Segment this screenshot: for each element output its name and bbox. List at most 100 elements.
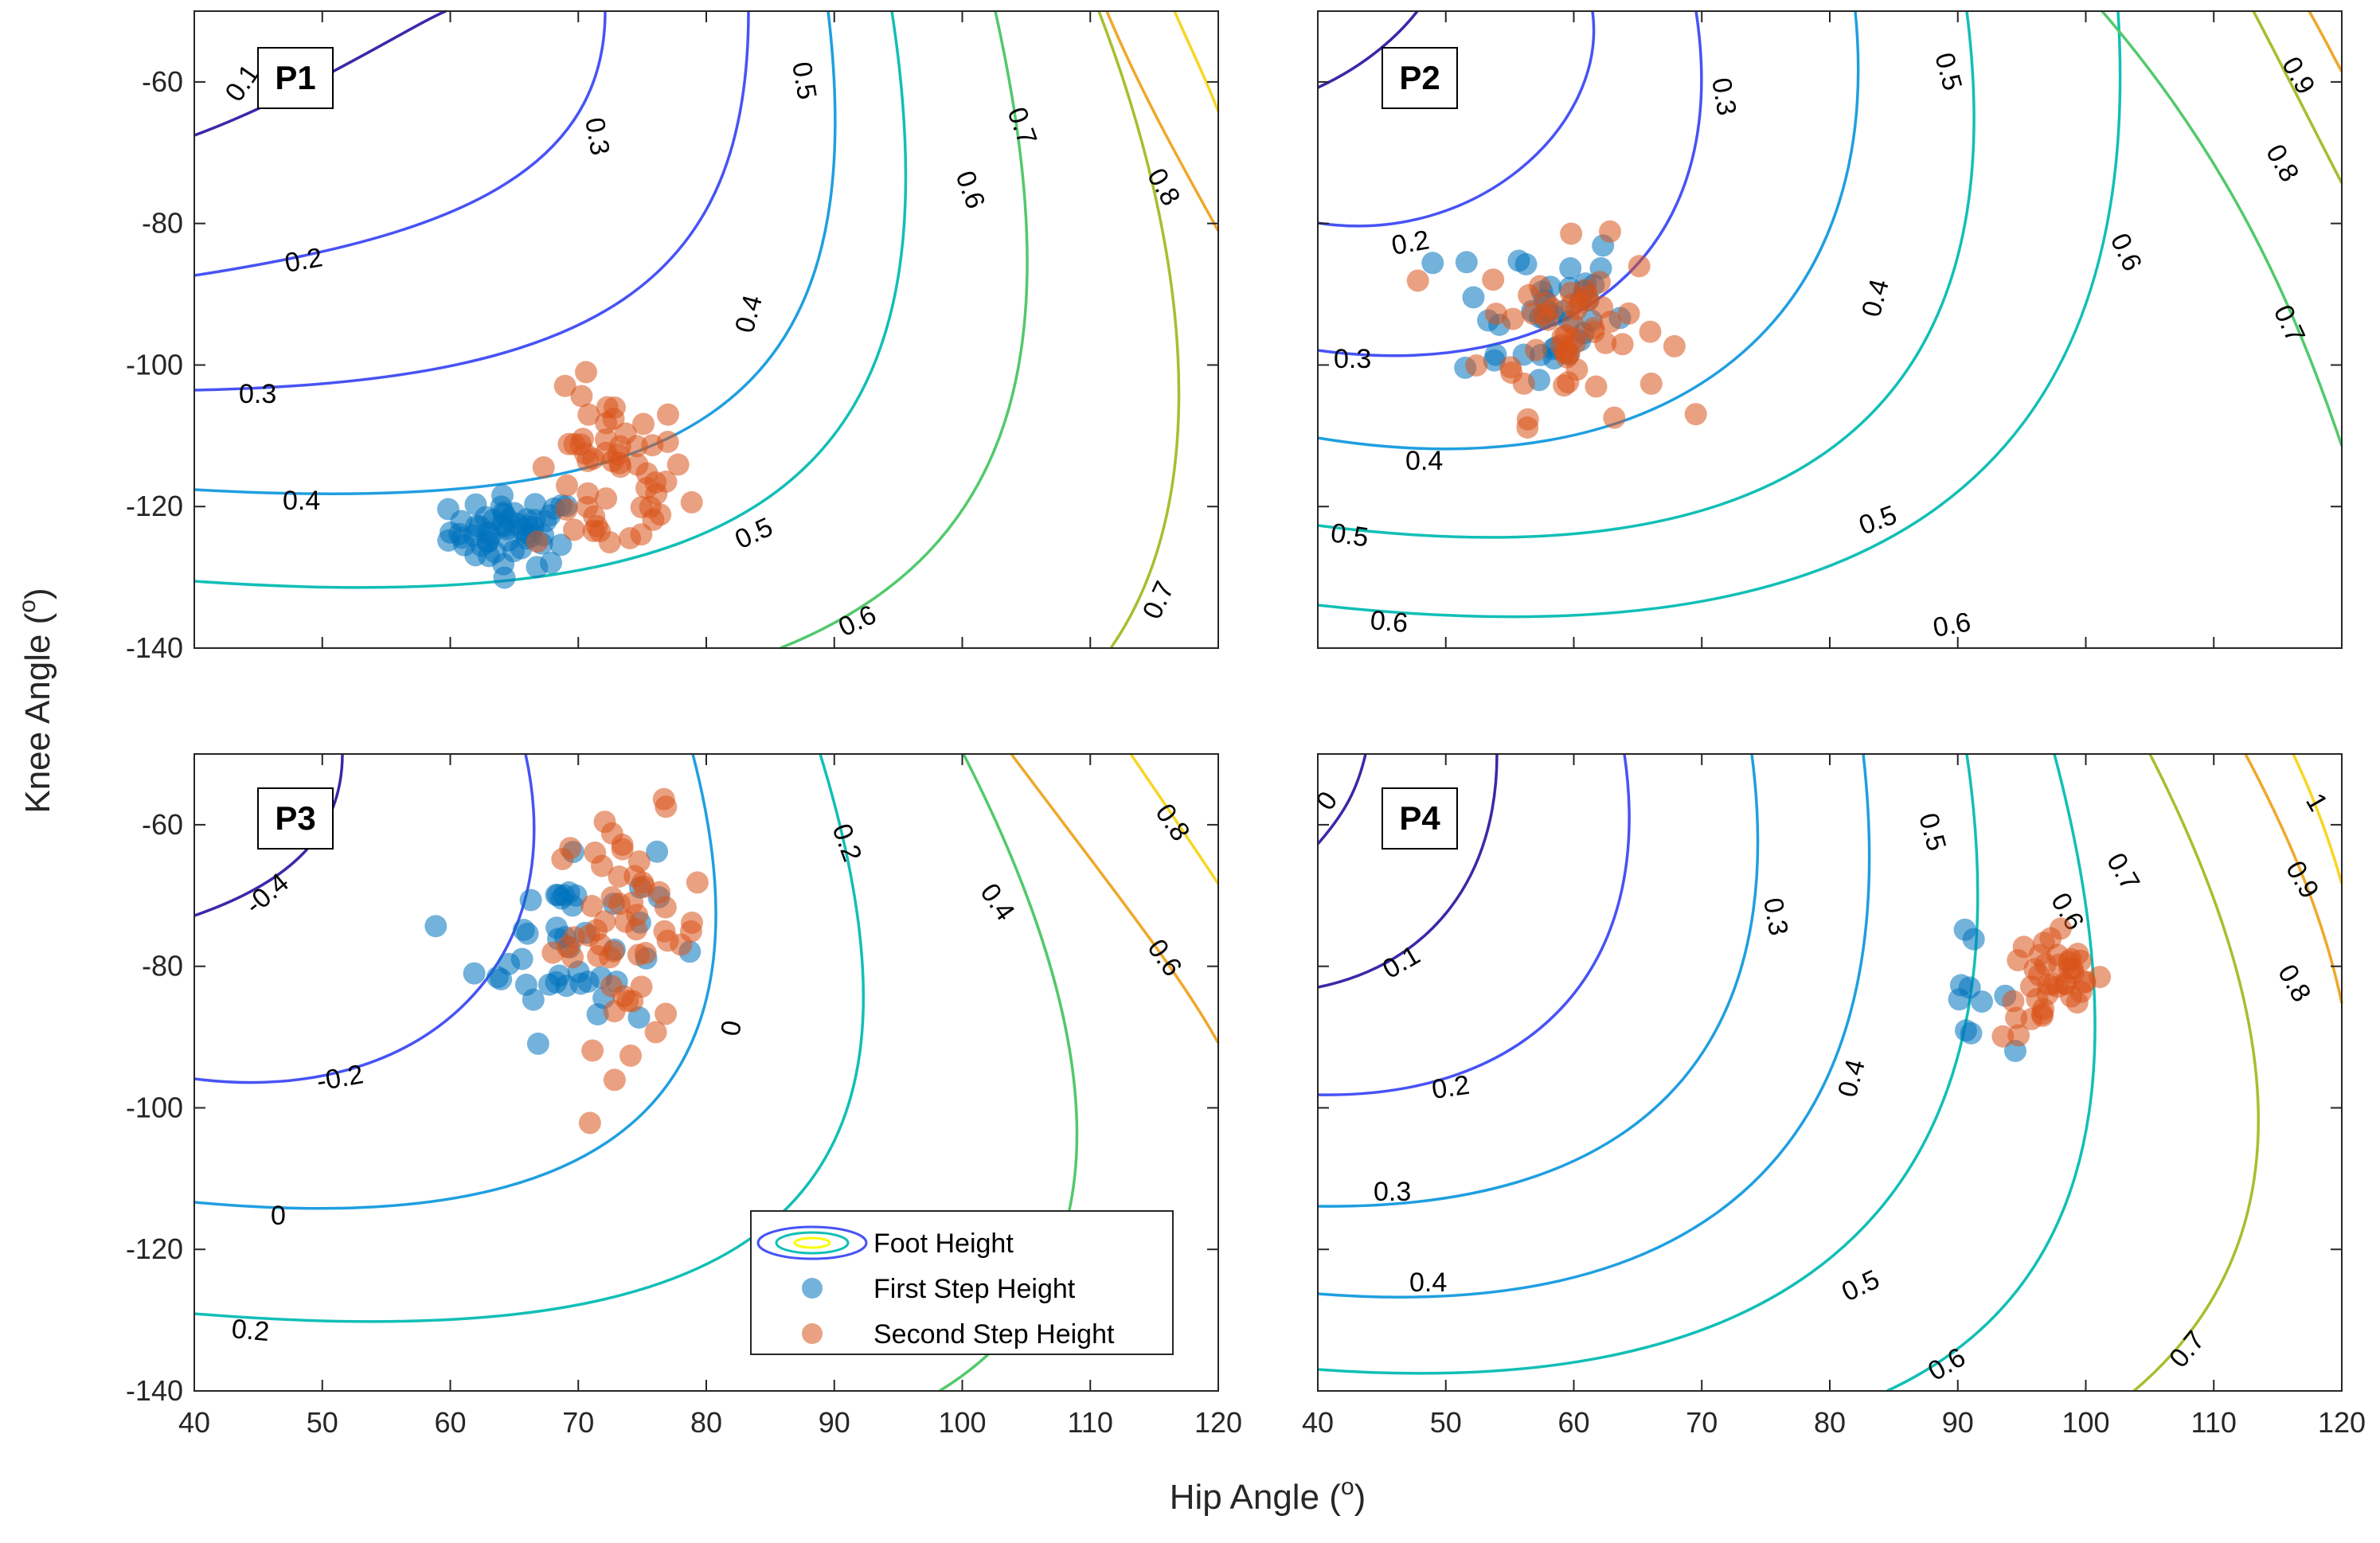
- contour-0.4: [1317, 753, 1871, 1299]
- panel-p2: 0.2 0.3 0.3 0.4 0.4 0.5 0.5 0.5 0.6 0.6 …: [1317, 10, 2343, 649]
- contour-0.6: [1886, 753, 2097, 1393]
- second-step-point: [556, 474, 578, 497]
- second-step-point: [681, 911, 703, 934]
- axis-ticks: -140 -120 -100 -80 -60: [126, 11, 1219, 664]
- y-tick-label: -60: [142, 808, 183, 841]
- contour-label: 0.5: [1329, 518, 1370, 553]
- second-step-point: [1482, 268, 1505, 291]
- contour-m0.4: [193, 753, 344, 917]
- second-step-dot-icon: [802, 1323, 823, 1344]
- second-step-point: [570, 385, 593, 408]
- scatter-points: [1948, 917, 2112, 1062]
- y-axis-title: Knee Angle (o): [14, 588, 57, 813]
- panel-p4: 0 0.1 0.2 0.3 0.3 0.4 0.4 0.5 0.5 0.6 0.…: [1302, 753, 2366, 1439]
- contour-0.8: [2252, 10, 2343, 184]
- second-step-point: [614, 422, 637, 445]
- second-step-point: [627, 850, 651, 873]
- first-step-point: [526, 1032, 549, 1055]
- first-step-point: [516, 922, 539, 945]
- second-step-point: [1500, 361, 1523, 385]
- first-step-point: [1962, 928, 1985, 951]
- second-step-point: [2065, 991, 2089, 1014]
- y-tick-label: -140: [126, 1374, 183, 1407]
- second-step-point: [657, 403, 679, 426]
- plot-area: [1318, 11, 2342, 648]
- contour-label: 0.3: [1334, 344, 1371, 374]
- contour-0.1: [193, 10, 447, 137]
- foot-height-icon: [756, 1225, 868, 1260]
- second-step-point: [1991, 1025, 2015, 1048]
- x-tick-label: 60: [434, 1406, 466, 1439]
- second-step-point: [577, 403, 600, 426]
- x-tick-label: 120: [1194, 1406, 1242, 1439]
- second-step-point: [619, 1044, 642, 1067]
- contour-0.5: [1317, 10, 1976, 539]
- second-step-point: [632, 412, 655, 436]
- x-tick-label: 80: [1814, 1406, 1846, 1439]
- y-tick-label: -120: [126, 1232, 183, 1265]
- x-tick-label: 90: [819, 1406, 850, 1439]
- x-tick-label: 100: [2061, 1406, 2109, 1439]
- second-step-point: [556, 936, 579, 959]
- contour-0: [1316, 753, 1367, 846]
- first-step-point: [463, 962, 486, 985]
- second-step-point: [1553, 374, 1576, 397]
- contour-0.9: [2292, 753, 2343, 885]
- contour-lines: [193, 10, 1220, 650]
- second-step-point: [587, 945, 610, 967]
- x-tick-label: 60: [1557, 1406, 1589, 1439]
- second-step-point: [649, 503, 672, 526]
- second-step-point: [1639, 320, 1662, 343]
- y-tick-label: -60: [142, 65, 183, 98]
- second-step-point: [581, 1039, 604, 1062]
- contour-label: 0.3: [1706, 76, 1742, 118]
- x-tick-label: 70: [562, 1406, 594, 1439]
- second-step-point: [1599, 220, 1621, 243]
- panel-title-box: P2: [1381, 47, 1458, 109]
- second-step-point: [621, 891, 644, 914]
- contour-0.8: [1129, 753, 1220, 885]
- panel-title: P2: [1399, 59, 1440, 96]
- y-tick-label: -100: [126, 1091, 183, 1123]
- plot-area: [194, 11, 1218, 648]
- second-step-point: [1603, 406, 1626, 429]
- x-tick-label: 50: [307, 1406, 338, 1439]
- first-step-point: [549, 533, 573, 557]
- second-step-point: [580, 895, 604, 917]
- x-tick-label: 100: [938, 1406, 986, 1439]
- second-step-point: [1576, 284, 1599, 307]
- second-step-point: [595, 428, 617, 451]
- second-step-point: [1525, 338, 1547, 361]
- contour-label: 0.3: [579, 115, 616, 158]
- axis-ticks: 40 50 60 70 80 90 100 110 120: [1302, 754, 2366, 1439]
- contour-0.2: [1317, 10, 1596, 228]
- first-step-point: [453, 533, 476, 557]
- y-tick-label: -100: [126, 348, 183, 381]
- second-step-point: [578, 1111, 601, 1135]
- panel-title: P4: [1399, 799, 1440, 837]
- second-step-point: [595, 487, 618, 510]
- legend: Foot Height First Step Height Second Ste…: [750, 1210, 1174, 1355]
- axis-ticks: [1317, 11, 2343, 649]
- contour-label: 0.6: [1931, 607, 1973, 643]
- first-step-point: [477, 521, 500, 544]
- second-step-point: [1560, 222, 1583, 245]
- second-step-point: [655, 795, 678, 818]
- first-step-point: [491, 484, 514, 507]
- second-step-point: [1502, 307, 1525, 330]
- second-step-point: [1484, 303, 1507, 326]
- y-tick-label: -80: [142, 207, 183, 240]
- contour-0.5: [1317, 753, 1979, 1375]
- panel-title: P3: [275, 799, 315, 837]
- second-step-point: [2007, 949, 2030, 971]
- second-step-point: [2046, 943, 2069, 967]
- first-step-point: [555, 975, 578, 998]
- contour-0.7: [2132, 753, 2260, 1393]
- first-step-point: [524, 493, 547, 516]
- scatter-points: [1406, 220, 1707, 439]
- first-step-point: [490, 967, 513, 990]
- first-step-point: [1949, 974, 1972, 997]
- second-step-point: [588, 520, 612, 543]
- first-step-point: [464, 493, 487, 516]
- second-step-point: [1628, 255, 1651, 278]
